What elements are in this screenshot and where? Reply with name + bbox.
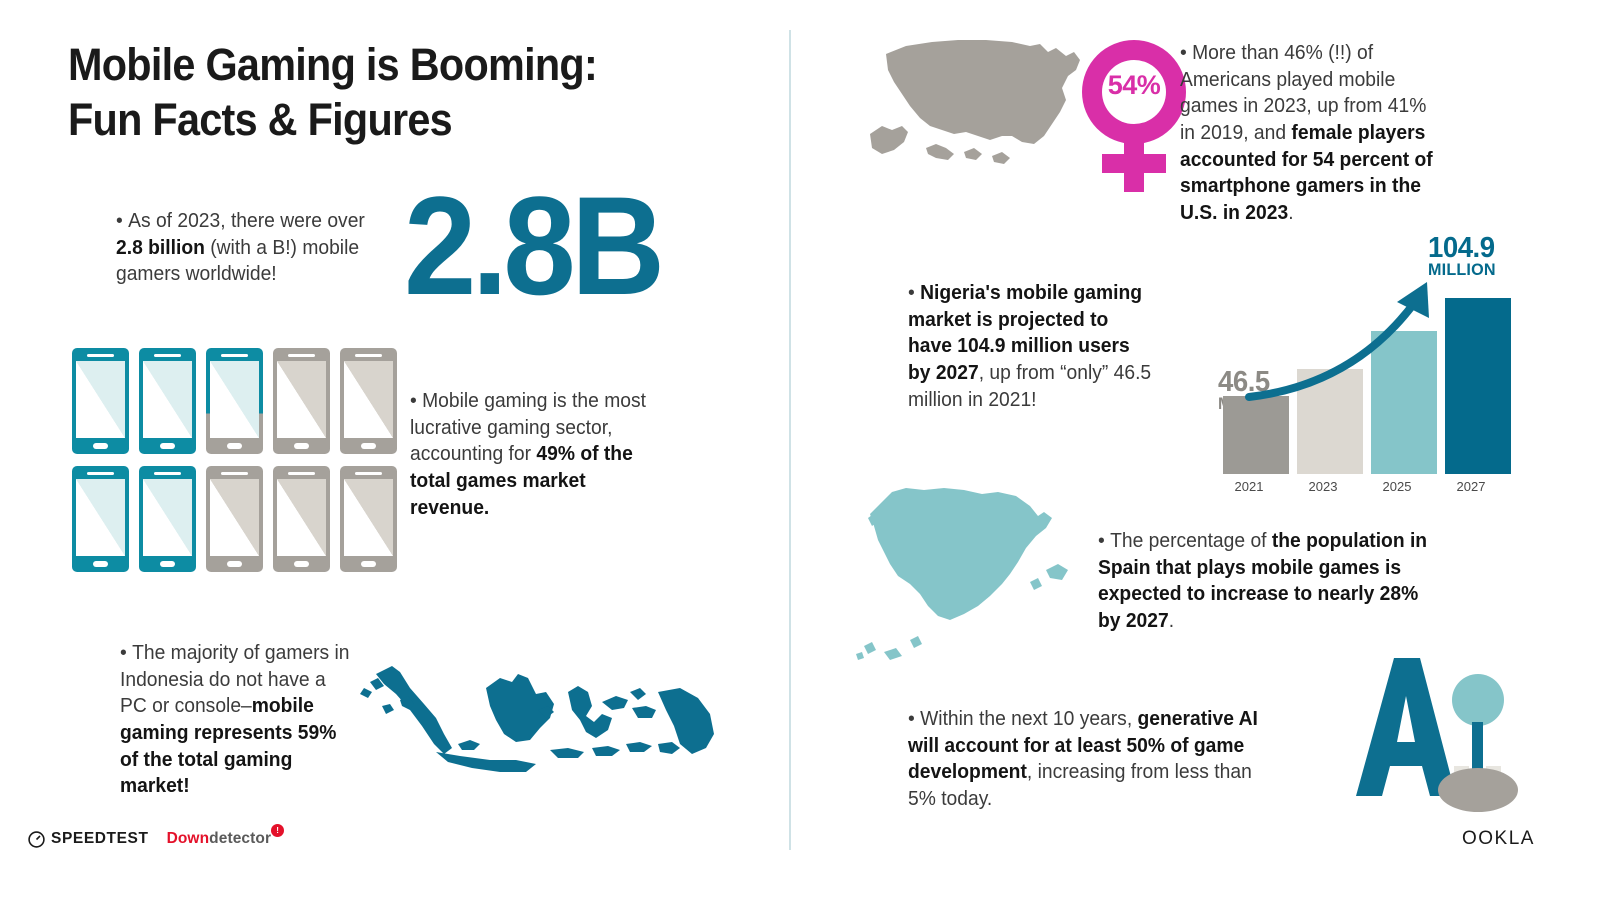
bullet-nigeria-bold-1: Nigeria's mobile gaming market is projec… xyxy=(908,281,1143,384)
female-symbol-badge xyxy=(1082,40,1186,192)
speedtest-logo: SPEEDTEST xyxy=(28,830,149,848)
chart-annotation-2027: 104.9 MILLION xyxy=(1428,234,1496,279)
chart-xtick-2027: 2027 xyxy=(1456,479,1486,494)
bullet-market-revenue-bold-1: 49% of the total games market revenue. xyxy=(410,442,633,519)
bullet-market-revenue: • Mobile gaming is the most lucrative ga… xyxy=(410,388,662,521)
joystick-stick xyxy=(1472,722,1483,774)
bullet-market-revenue-text-1: Mobile gaming is the most lucrative gami… xyxy=(410,389,646,466)
bullet-nigeria: • Nigeria's mobile gaming market is proj… xyxy=(908,280,1154,413)
page-title-line-1: Mobile Gaming is Booming: xyxy=(68,39,598,90)
chart-bars-area xyxy=(1219,274,1511,474)
phone-icon-partial xyxy=(206,348,263,454)
female-badge-value: 54% xyxy=(1107,70,1161,100)
bullet-dot-icon: • xyxy=(908,281,921,304)
phone-icon xyxy=(273,466,330,572)
chart-xtick-2025: 2025 xyxy=(1382,479,1412,494)
chart-bar-2021 xyxy=(1223,396,1289,474)
bullet-american-players-text-1: More than 46% (!!) of Americans played m… xyxy=(1180,41,1427,144)
chart-growth-arrow xyxy=(1245,282,1429,401)
bullet-generative-ai: • Within the next 10 years, generative A… xyxy=(908,706,1275,813)
big-stat-2-8b: 2.8B xyxy=(404,167,665,324)
bullet-american-players-text-2: . xyxy=(1288,200,1294,224)
chart-xtick-2021: 2021 xyxy=(1234,479,1264,494)
page-title: Mobile Gaming is Booming: Fun Facts & Fi… xyxy=(68,38,694,148)
bullet-american-players: • More than 46% (!!) of Americans played… xyxy=(1180,40,1441,226)
bullet-spain-bold-1: the population in Spain that plays mobil… xyxy=(1098,529,1428,632)
bullet-spain: • The percentage of the population in Sp… xyxy=(1098,528,1444,635)
phone-icon xyxy=(139,466,196,572)
phone-icon xyxy=(72,348,129,454)
phone-icon xyxy=(340,348,397,454)
bullet-worldwide-gamers: • As of 2023, there were over 2.8 billio… xyxy=(116,208,370,288)
phone-icon xyxy=(273,348,330,454)
bullet-worldwide-gamers-text-1: As of 2023, there were over xyxy=(128,209,365,232)
bullet-nigeria-text-1: , up from “only” 46.5 million in 2021! xyxy=(908,360,1152,411)
phone-icon xyxy=(206,466,263,572)
bullet-generative-ai-bold-1: generative AI will account for at least … xyxy=(908,707,1258,784)
bullet-indonesia-bold-1: mobile gaming represents 59% of the tota… xyxy=(120,694,337,798)
chart-annotation-2027-value: 104.9 xyxy=(1428,232,1495,264)
ookla-wordmark: OOKLA xyxy=(1462,828,1535,849)
chart-annotation-2027-unit: MILLION xyxy=(1428,260,1496,280)
joystick-base xyxy=(1438,768,1518,812)
united-states-map xyxy=(870,40,1080,164)
bullet-generative-ai-text-1: Within the next 10 years, xyxy=(920,707,1138,730)
page-title-line-2: Fun Facts & Figures xyxy=(68,93,453,145)
downdetector-logo: Downdetector ! xyxy=(166,824,285,848)
bullet-indonesia-text-1: The majority of gamers in Indonesia do n… xyxy=(120,641,350,718)
downdetector-word-detector: detector xyxy=(209,830,272,847)
bullet-spain-text-1: The percentage of xyxy=(1110,529,1272,552)
bullet-dot-icon: • xyxy=(410,389,423,412)
ookla-logo: OOKLA xyxy=(1462,828,1535,850)
bullet-indonesia: • The majority of gamers in Indonesia do… xyxy=(120,640,353,800)
column-divider xyxy=(789,30,791,850)
bullet-worldwide-gamers-text-2: (with a B!) mobile gamers worldwide! xyxy=(116,235,360,286)
bullet-spain-text-2: . xyxy=(1168,608,1175,632)
bullet-worldwide-gamers-bold-1: 2.8 billion xyxy=(116,235,205,259)
bullet-dot-icon: • xyxy=(116,209,129,232)
bullet-generative-ai-text-2: , increasing from less than 5% today. xyxy=(908,760,1252,810)
chart-bar-2027 xyxy=(1445,298,1511,474)
phone-icon xyxy=(340,466,397,572)
downdetector-word-down: Down xyxy=(166,830,210,847)
nigeria-users-bar-chart: 46.5 MILLION 104.9 MILLION 2021 2023 202… xyxy=(1212,234,1512,500)
bullet-dot-icon: • xyxy=(1180,41,1193,64)
phone-icon xyxy=(139,348,196,454)
downdetector-badge-icon: ! xyxy=(271,824,285,837)
ai-joystick-graphic xyxy=(1356,658,1518,812)
bullet-american-players-bold-1: female players accounted for 54 percent … xyxy=(1180,120,1433,224)
phone-icon xyxy=(72,466,129,572)
speedometer-icon xyxy=(28,830,45,848)
bullet-dot-icon: • xyxy=(908,707,921,730)
bullet-dot-icon: • xyxy=(120,641,133,664)
chart-xtick-2023: 2023 xyxy=(1308,479,1338,494)
bullet-dot-icon: • xyxy=(1098,529,1111,552)
joystick-ball xyxy=(1452,674,1504,726)
spain-map xyxy=(856,488,1068,660)
chart-bar-2025 xyxy=(1371,331,1437,474)
speedtest-wordmark: SPEEDTEST xyxy=(51,830,149,847)
indonesia-map xyxy=(360,666,714,772)
footer-logos: SPEEDTEST Downdetector ! xyxy=(28,824,285,848)
phone-icon-grid xyxy=(72,348,400,576)
